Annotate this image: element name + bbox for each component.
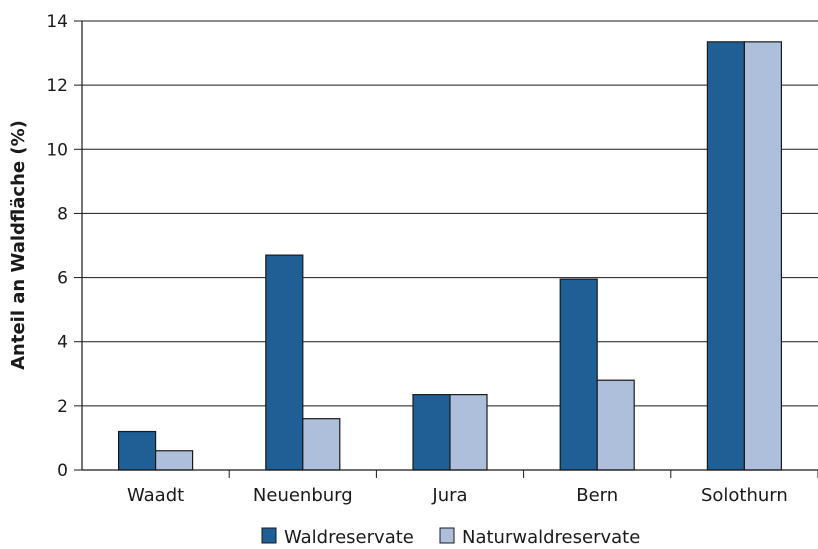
bar-waldreservate-waadt <box>117 430 157 471</box>
legend-label: Naturwaldreservate <box>462 527 640 548</box>
x-tick-label: Bern <box>576 485 618 506</box>
y-tick-label: 8 <box>57 204 68 224</box>
y-axis-ticks: 0 2 4 6 8 10 12 14 <box>46 12 82 481</box>
axes <box>81 21 818 471</box>
y-tick-label: 12 <box>46 76 68 96</box>
x-tick-label: Neuenburg <box>253 485 353 506</box>
legend-swatch <box>261 527 277 544</box>
bar-naturwaldreservate-jura <box>449 394 488 471</box>
bar-naturwaldreservate-waadt <box>155 450 194 471</box>
legend-label: Waldreservate <box>284 527 414 548</box>
y-tick-label: 2 <box>57 397 68 417</box>
y-tick-label: 4 <box>57 333 68 353</box>
bar-waldreservate-solothurn <box>706 41 746 471</box>
x-tick-label: Waadt <box>127 485 184 506</box>
y-tick-label: 14 <box>46 12 68 32</box>
bar-waldreservate-bern <box>559 278 598 471</box>
x-tick-label: Jura <box>431 485 467 506</box>
x-tick-label: Solothurn <box>701 485 788 506</box>
gridlines <box>82 20 818 407</box>
legend-swatch <box>439 527 455 544</box>
bar-naturwaldreservate-neuenburg <box>302 418 341 471</box>
bar-waldreservate-jura <box>412 394 451 471</box>
x-axis-ticks: Waadt Neuenburg Jura Bern Solothurn <box>127 470 818 506</box>
bar-naturwaldreservate-solothurn <box>743 41 783 471</box>
bar-naturwaldreservate-bern <box>596 379 635 471</box>
y-tick-label: 6 <box>57 269 68 289</box>
y-tick-label: 10 <box>46 140 68 160</box>
bar-waldreservate-neuenburg <box>265 254 304 471</box>
y-tick-label: 0 <box>57 461 68 481</box>
legend: Waldreservate Naturwaldreservate <box>261 527 640 548</box>
y-axis-title: Anteil an Waldfläche (%) <box>8 120 29 370</box>
